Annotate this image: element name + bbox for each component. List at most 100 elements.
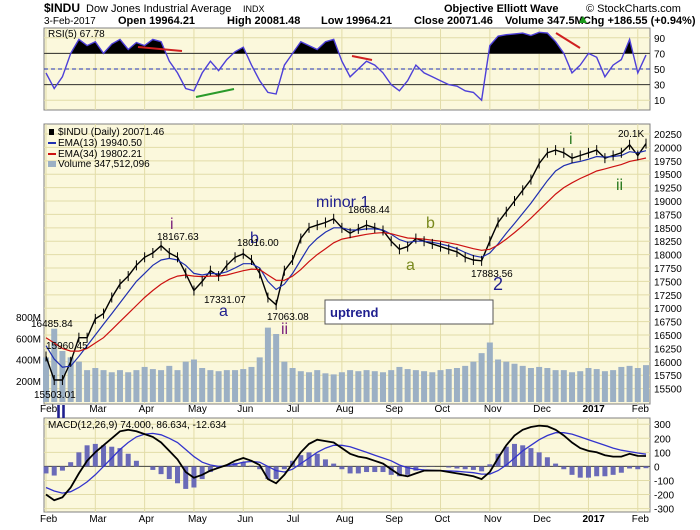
macd-histogram-bar bbox=[561, 466, 567, 470]
macd-histogram-bar bbox=[372, 466, 378, 473]
rsi-overbought-fill bbox=[70, 32, 634, 54]
macd-histogram-bar bbox=[68, 462, 74, 467]
volume-bar bbox=[273, 334, 280, 402]
macd-histogram-bar bbox=[257, 466, 263, 470]
price-tick-label: 19250 bbox=[654, 184, 682, 195]
volume-bar bbox=[355, 371, 362, 402]
price-line bbox=[45, 143, 647, 381]
x-tick-label: Mar bbox=[89, 404, 107, 415]
volume-bar bbox=[190, 359, 197, 402]
legend-volume: Volume 347,512,096 bbox=[58, 159, 150, 170]
x-tick-label: May bbox=[188, 514, 207, 525]
macd-histogram-bar bbox=[413, 466, 419, 471]
macd-histogram-bar bbox=[331, 463, 337, 467]
macd-histogram-bar bbox=[183, 466, 189, 489]
macd-histogram-bar bbox=[462, 466, 468, 470]
macd-histogram-bar bbox=[503, 446, 509, 467]
x-tick-label: Oct bbox=[435, 514, 451, 525]
price-tick-label: 18500 bbox=[654, 224, 682, 235]
close-label: Close 20071.46 bbox=[414, 15, 493, 27]
volume-bar bbox=[462, 365, 469, 402]
volume-bar bbox=[256, 357, 263, 402]
legend-ema13: EMA(13) 19940.50 bbox=[58, 138, 142, 149]
volume-bar bbox=[610, 370, 617, 402]
rsi-tick-label: 50 bbox=[654, 65, 666, 76]
x-tick-label: Feb bbox=[40, 404, 58, 415]
volume-bar bbox=[495, 359, 502, 402]
volume-bar bbox=[289, 368, 296, 402]
volume-bar bbox=[511, 363, 518, 402]
macd-histogram-bar bbox=[627, 466, 633, 469]
rsi-series bbox=[44, 31, 650, 102]
x-tick-label: Aug bbox=[336, 404, 354, 415]
macd-histogram-bar bbox=[150, 466, 156, 470]
volume-bar bbox=[158, 370, 165, 402]
macd-line bbox=[45, 424, 647, 502]
volume-bar bbox=[486, 342, 493, 402]
price-tick-label: 18750 bbox=[654, 210, 682, 221]
volume-bar bbox=[240, 369, 247, 402]
x-tick-label: Feb bbox=[40, 514, 58, 525]
macd-histogram-bar bbox=[569, 466, 575, 475]
rsi-line bbox=[45, 31, 647, 102]
volume-bar bbox=[100, 370, 107, 402]
macd-histogram-bar bbox=[166, 466, 172, 480]
macd-histogram-bar bbox=[314, 453, 320, 467]
volume-bar bbox=[43, 357, 49, 402]
axes: Feb Feb Mar Mar Apr Apr May May Jun Jun Jul Jul Aug A… bbox=[16, 34, 682, 525]
change-label: Chg +186.55 (+0.94%) bbox=[583, 15, 696, 27]
macd-histogram-bar bbox=[618, 466, 624, 473]
ema34-line bbox=[45, 157, 647, 352]
macd-histogram-bar bbox=[364, 466, 370, 473]
price-tick-label: 15750 bbox=[654, 371, 682, 382]
macd-tick-label: 0 bbox=[654, 462, 660, 473]
volume-bar bbox=[478, 353, 485, 402]
macd-histogram-bar bbox=[479, 466, 485, 472]
volume-bar bbox=[618, 366, 625, 402]
volume-bar bbox=[92, 368, 99, 402]
macd-series bbox=[43, 424, 650, 502]
x-tick-label: 2017 bbox=[582, 404, 605, 415]
price-tick-label: 16500 bbox=[654, 331, 682, 342]
rsi-resistance-line-1 bbox=[137, 46, 183, 52]
volume-bar bbox=[470, 361, 477, 402]
volume-bar bbox=[601, 371, 608, 402]
price-tick-label: 19000 bbox=[654, 197, 682, 208]
macd-tick-label: -300 bbox=[654, 505, 674, 516]
rsi-tick-label: 90 bbox=[654, 34, 666, 45]
macd-histogram-bar bbox=[446, 466, 452, 468]
volume-bar bbox=[379, 372, 386, 402]
macd-histogram-bar bbox=[92, 443, 98, 467]
macd-tick-label: -100 bbox=[654, 476, 674, 487]
volume-bar bbox=[404, 369, 411, 402]
wave-label-ii-purple: ii bbox=[281, 321, 288, 338]
volume-bar bbox=[577, 371, 584, 402]
volume-bar bbox=[182, 361, 189, 402]
price-tick-label: 16000 bbox=[654, 358, 682, 369]
volume-bar bbox=[141, 366, 148, 402]
wave-label-b-olive: b bbox=[426, 215, 435, 232]
volume-bar bbox=[347, 370, 354, 402]
volume-bar bbox=[149, 369, 156, 402]
price-series bbox=[45, 138, 647, 386]
legend-dot-price bbox=[49, 129, 54, 135]
low-label-17063: 17063.08 bbox=[267, 312, 309, 323]
volume-bar bbox=[643, 365, 649, 402]
volume-bar bbox=[519, 365, 526, 402]
x-tick-label: Aug bbox=[336, 514, 354, 525]
uptrend-box bbox=[324, 299, 494, 325]
volume-bar bbox=[396, 366, 403, 402]
volume-bar bbox=[248, 366, 255, 402]
macd-histogram-bar bbox=[175, 466, 181, 484]
volume-bar bbox=[314, 370, 321, 402]
macd-histogram-bar bbox=[265, 466, 271, 480]
price-tick-label: 17000 bbox=[654, 304, 682, 315]
macd-histogram-bar bbox=[109, 446, 115, 467]
macd-histogram-bar bbox=[405, 466, 411, 475]
macd-histogram-bar bbox=[577, 466, 583, 478]
x-tick-label: Feb bbox=[632, 404, 650, 415]
macd-histogram-bar bbox=[306, 452, 312, 467]
price-tick-label: 18250 bbox=[654, 237, 682, 248]
macd-histogram-bar bbox=[76, 452, 82, 467]
macd-histogram-bar bbox=[355, 466, 361, 474]
